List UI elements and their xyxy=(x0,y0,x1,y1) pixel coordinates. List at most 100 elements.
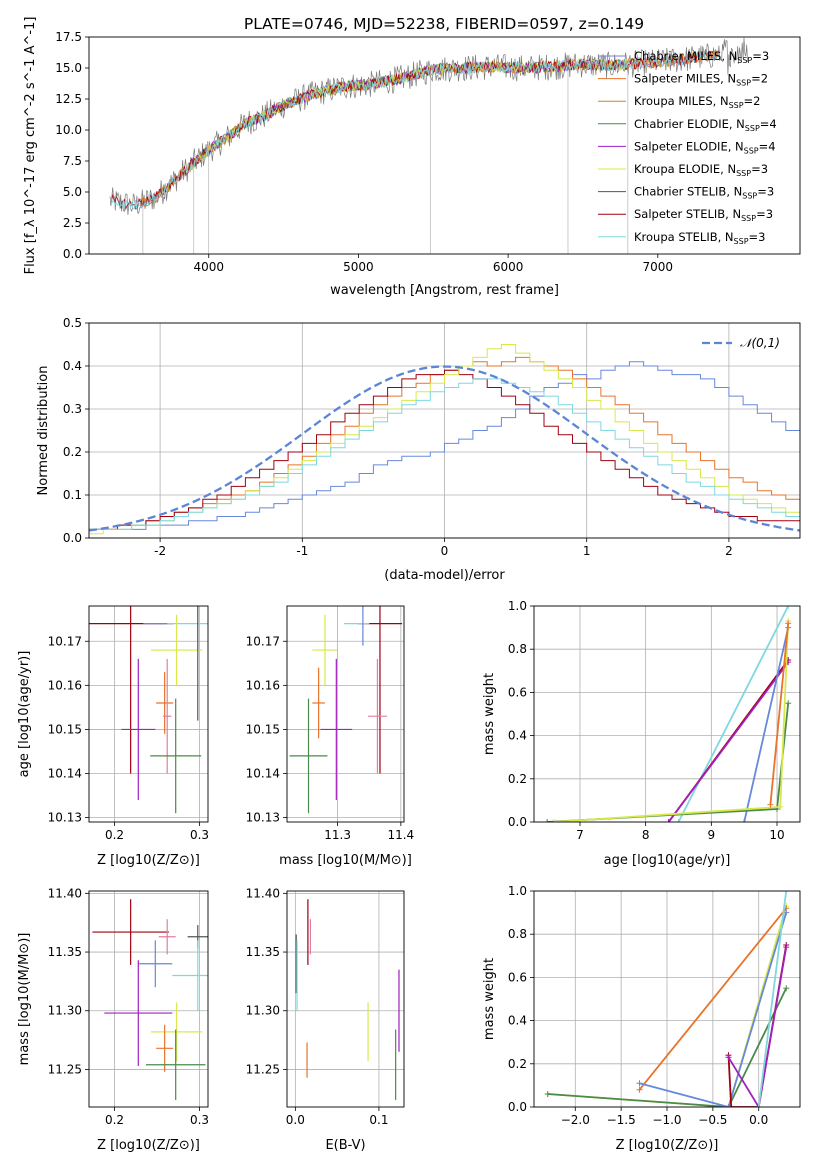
y-axis-label: Flux [f_λ 10^-17 erg cm^-2 s^-1 A^-1] xyxy=(23,17,38,275)
y-tick-label: 11.30 xyxy=(48,1004,82,1018)
plot-frame xyxy=(88,322,801,539)
y-tick-label: 0.5 xyxy=(63,316,82,330)
errorbar-point xyxy=(320,658,353,800)
weight-lines xyxy=(544,606,792,822)
x-axis-label: mass [log10(M/M⊙)] xyxy=(279,853,412,868)
y-tick-label: 17.5 xyxy=(55,30,82,44)
y-tick-label: 0.4 xyxy=(508,729,527,743)
errorbar-points xyxy=(89,606,208,814)
y-tick-label: 11.30 xyxy=(246,1004,280,1018)
mass-vs-ebv-panel: 0.0 0.1 11.25 11.30 11.35 11.40 E(B-V) xyxy=(246,886,405,1153)
age-vs-z-panel: 0.2 0.3 10.13 10.14 10.15 10.16 10.17 Z [log10(… xyxy=(17,605,209,868)
x-tick-label: 0.1 xyxy=(369,1113,388,1127)
age-vs-mass-panel: 11.3 11.4 10.13 10.14 10.15 10.16 10.17 mass [l… xyxy=(246,605,414,868)
y-tick-label: 11.25 xyxy=(48,1062,82,1076)
legend-nssp: =3 xyxy=(756,207,773,221)
x-tick-label: 0 xyxy=(441,544,449,558)
y-tick-label: 11.40 xyxy=(48,886,82,900)
errorbar-point xyxy=(289,698,328,814)
y-axis-label: age [log10(age/yr)] xyxy=(17,651,32,778)
y-tick-label: 0.3 xyxy=(63,402,82,416)
errorbar-point xyxy=(156,1024,174,1072)
weight-line xyxy=(638,907,787,1091)
spectrum-lines xyxy=(109,37,748,254)
y-tick-label: 0.0 xyxy=(508,1100,527,1114)
y-tick-label: 0.6 xyxy=(508,685,527,699)
legend-sep: , N xyxy=(720,72,736,86)
x-tick-label: 5000 xyxy=(343,260,374,274)
model-line-kroupa-stelib xyxy=(111,50,718,210)
x-tick-label: 8 xyxy=(642,828,650,842)
gaussian-curve xyxy=(89,365,800,532)
x-axis-label: Z [log10(Z/Z⊙)] xyxy=(616,1138,719,1153)
y-tick-label: 0.1 xyxy=(63,488,82,502)
spectrum-data-line xyxy=(109,37,748,215)
legend-entry: Kroupa ELODIE, NSSP=3 xyxy=(634,162,768,178)
weight-line xyxy=(639,912,788,1107)
x-tick-label: −0.5 xyxy=(698,1113,727,1127)
y-tick-label: 10.15 xyxy=(246,722,280,736)
legend-label: Salpeter ELODIE xyxy=(634,139,728,153)
legend-entry: Kroupa STELIB, NSSP=3 xyxy=(634,230,765,246)
legend-entry: Salpeter MILES, NSSP=2 xyxy=(634,72,768,88)
plot-frame xyxy=(533,605,801,823)
y-tick-label: 11.35 xyxy=(246,945,280,959)
legend-entry: Chabrier STELIB, NSSP=3 xyxy=(634,185,774,201)
plot-frame xyxy=(88,605,209,823)
legend-label: Kroupa STELIB xyxy=(634,230,718,244)
errorbar-points xyxy=(289,606,403,814)
plot-frame xyxy=(88,890,209,1108)
y-tick-label: 2.5 xyxy=(63,216,82,230)
x-tick-label: 0.0 xyxy=(286,1113,305,1127)
legend-label: Chabrier STELIB xyxy=(634,185,726,199)
y-tick-label: 10.14 xyxy=(48,767,82,781)
errorbar-point xyxy=(158,919,176,955)
weight-line xyxy=(743,627,790,822)
weight-line xyxy=(547,987,788,1107)
y-tick-label: 0.6 xyxy=(508,970,527,984)
legend-sep: , N xyxy=(726,185,742,199)
legend-sub: SSP xyxy=(734,237,749,246)
histogram-step xyxy=(89,369,800,530)
y-tick-label: 10.13 xyxy=(246,811,280,825)
legend-entry: 𝒩(0,1) xyxy=(740,336,780,350)
legend-label: Chabrier MILES xyxy=(634,49,721,63)
legend-sub: SSP xyxy=(729,101,744,110)
legend-sub: SSP xyxy=(745,124,760,133)
model-line-salpeter-stelib xyxy=(111,50,718,211)
y-tick-label: 10.16 xyxy=(48,678,82,692)
legend-entry: Kroupa MILES, NSSP=2 xyxy=(634,94,761,110)
x-axis-label: Z [log10(Z/Z⊙)] xyxy=(97,853,200,868)
errorbar-point xyxy=(151,1002,203,1062)
legend-sep: , N xyxy=(720,162,736,176)
legend-nssp: =3 xyxy=(751,162,768,176)
y-tick-label: 10.17 xyxy=(246,634,280,648)
mass-vs-z-panel: 0.2 0.3 11.25 11.30 11.35 11.40 Z [log10(Z/Z⊙)… xyxy=(17,886,209,1153)
x-tick-label: 0.2 xyxy=(105,828,124,842)
y-tick-label: 11.40 xyxy=(246,886,280,900)
legend-sub: SSP xyxy=(742,192,757,201)
legend-label: Kroupa MILES xyxy=(634,94,713,108)
y-tick-label: 10.13 xyxy=(48,811,82,825)
weight-lines xyxy=(544,891,790,1107)
weight-line xyxy=(677,606,790,822)
errorbar-point xyxy=(92,899,169,965)
y-tick-label: 10.17 xyxy=(48,634,82,648)
legend-sub: SSP xyxy=(737,56,752,65)
y-tick-label: 0.0 xyxy=(63,247,82,261)
legend-entry: Salpeter STELIB, NSSP=3 xyxy=(634,207,773,223)
legend-entry: Chabrier ELODIE, NSSP=4 xyxy=(634,117,777,133)
mass-weight-vs-age-panel: 7 8 9 10 0.0 0.2 0.4 0.6 0.8 1.0 age [log10(age/yr… xyxy=(482,599,801,868)
errorbar-point xyxy=(312,667,325,739)
y-tick-label: 15.0 xyxy=(55,61,82,75)
legend-nssp: =4 xyxy=(759,139,776,153)
x-tick-label: 9 xyxy=(708,828,716,842)
weight-line xyxy=(727,947,788,1107)
plot-frame xyxy=(533,890,801,1108)
x-axis-label: wavelength [Angstrom, rest frame] xyxy=(330,283,559,298)
legend-label: Chabrier ELODIE xyxy=(634,117,729,131)
legend-sub: SSP xyxy=(736,79,751,88)
legend-sep: , N xyxy=(729,117,745,131)
y-tick-label: 10.0 xyxy=(55,123,82,137)
